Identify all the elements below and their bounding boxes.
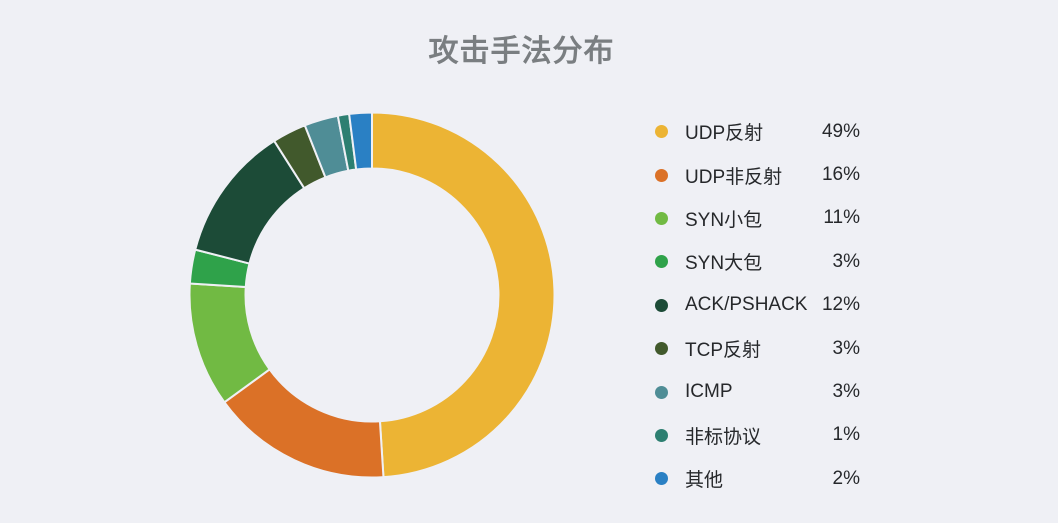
legend-value: 3% — [832, 381, 860, 403]
legend-dot-icon — [655, 168, 668, 182]
legend-dot-icon — [655, 385, 668, 399]
legend-dot-icon — [655, 125, 668, 139]
donut-segment-0[interactable] — [371, 111, 556, 479]
legend-dot-icon — [655, 342, 668, 356]
legend-value: 3% — [832, 250, 860, 272]
legend-label: SYN小包 — [685, 209, 763, 231]
legend-label: UDP非反射 — [685, 166, 783, 188]
donut-segment-8[interactable] — [348, 111, 373, 171]
legend-label: ICMP — [685, 381, 733, 403]
legend-item-6[interactable]: ICMP 3% — [655, 370, 860, 413]
legend-value: 1% — [832, 424, 860, 446]
legend-value: 12% — [821, 294, 860, 316]
page-title: 攻击手法分布 — [428, 35, 615, 68]
legend-item-3[interactable]: SYN大包 3% — [655, 240, 860, 283]
legend-label: 非标协议 — [685, 426, 762, 448]
legend-item-4[interactable]: ACK/PSHACK 12% — [655, 284, 860, 327]
legend-dot-icon — [655, 255, 668, 269]
legend-item-5[interactable]: TCP反射 3% — [655, 327, 860, 370]
legend-value: 3% — [832, 337, 860, 359]
legend-dot-icon — [655, 211, 668, 225]
legend-label: TCP反射 — [685, 340, 762, 362]
legend-item-1[interactable]: UDP非反射 16% — [655, 153, 860, 196]
legend-item-8[interactable]: 其他 2% — [655, 457, 860, 500]
legend-dot-icon — [655, 428, 668, 442]
chart-legend: UDP反射 49% UDP非反射 16% SYN小包 11% SYN大包 3% ACK/PSHA… — [655, 110, 860, 501]
legend-item-7[interactable]: 非标协议 1% — [655, 414, 860, 457]
donut-svg — [188, 111, 556, 479]
legend-value: 11% — [823, 207, 860, 229]
legend-dot-icon — [655, 298, 668, 312]
donut-chart — [182, 105, 562, 485]
legend-label: UDP反射 — [685, 123, 764, 145]
legend-label: ACK/PSHACK — [685, 294, 808, 316]
legend-value: 49% — [821, 120, 860, 142]
legend-item-2[interactable]: SYN小包 11% — [655, 197, 860, 240]
legend-label: 其他 — [685, 470, 724, 492]
legend-value: 16% — [821, 164, 860, 186]
legend-item-0[interactable]: UDP反射 49% — [655, 110, 860, 153]
legend-dot-icon — [655, 472, 668, 486]
legend-label: SYN大包 — [685, 253, 763, 275]
legend-value: 2% — [832, 467, 860, 489]
